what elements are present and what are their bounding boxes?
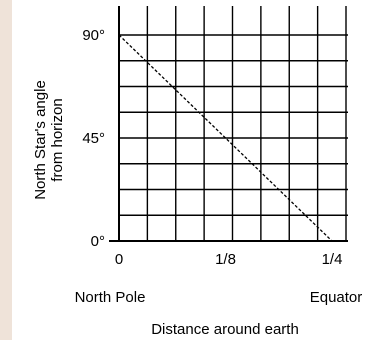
x-axis-title: Distance around earth: [151, 321, 299, 338]
series-layer: [118, 34, 333, 242]
y-tick-label: 0°: [91, 233, 105, 250]
x-tick-label: 1/4: [322, 251, 343, 268]
equator-label: Equator: [310, 289, 363, 306]
chart-panel: [12, 0, 374, 340]
x-tick-label: 0: [115, 251, 123, 268]
series-line: [118, 34, 333, 242]
axes: [109, 6, 348, 242]
x-tick-label: 1/8: [215, 251, 236, 268]
y-axis-title-line-1: North Star's angle: [32, 80, 49, 200]
grid: [119, 6, 348, 241]
north-pole-label: North Pole: [75, 289, 146, 306]
y-tick-label: 90°: [82, 27, 105, 44]
y-axis-title-line-2: from horizon: [49, 98, 66, 181]
labels: 0° 45° 90° 0 1/8 1/4 North Pole Equator Distance…: [32, 27, 362, 338]
y-tick-label: 45°: [82, 130, 105, 147]
